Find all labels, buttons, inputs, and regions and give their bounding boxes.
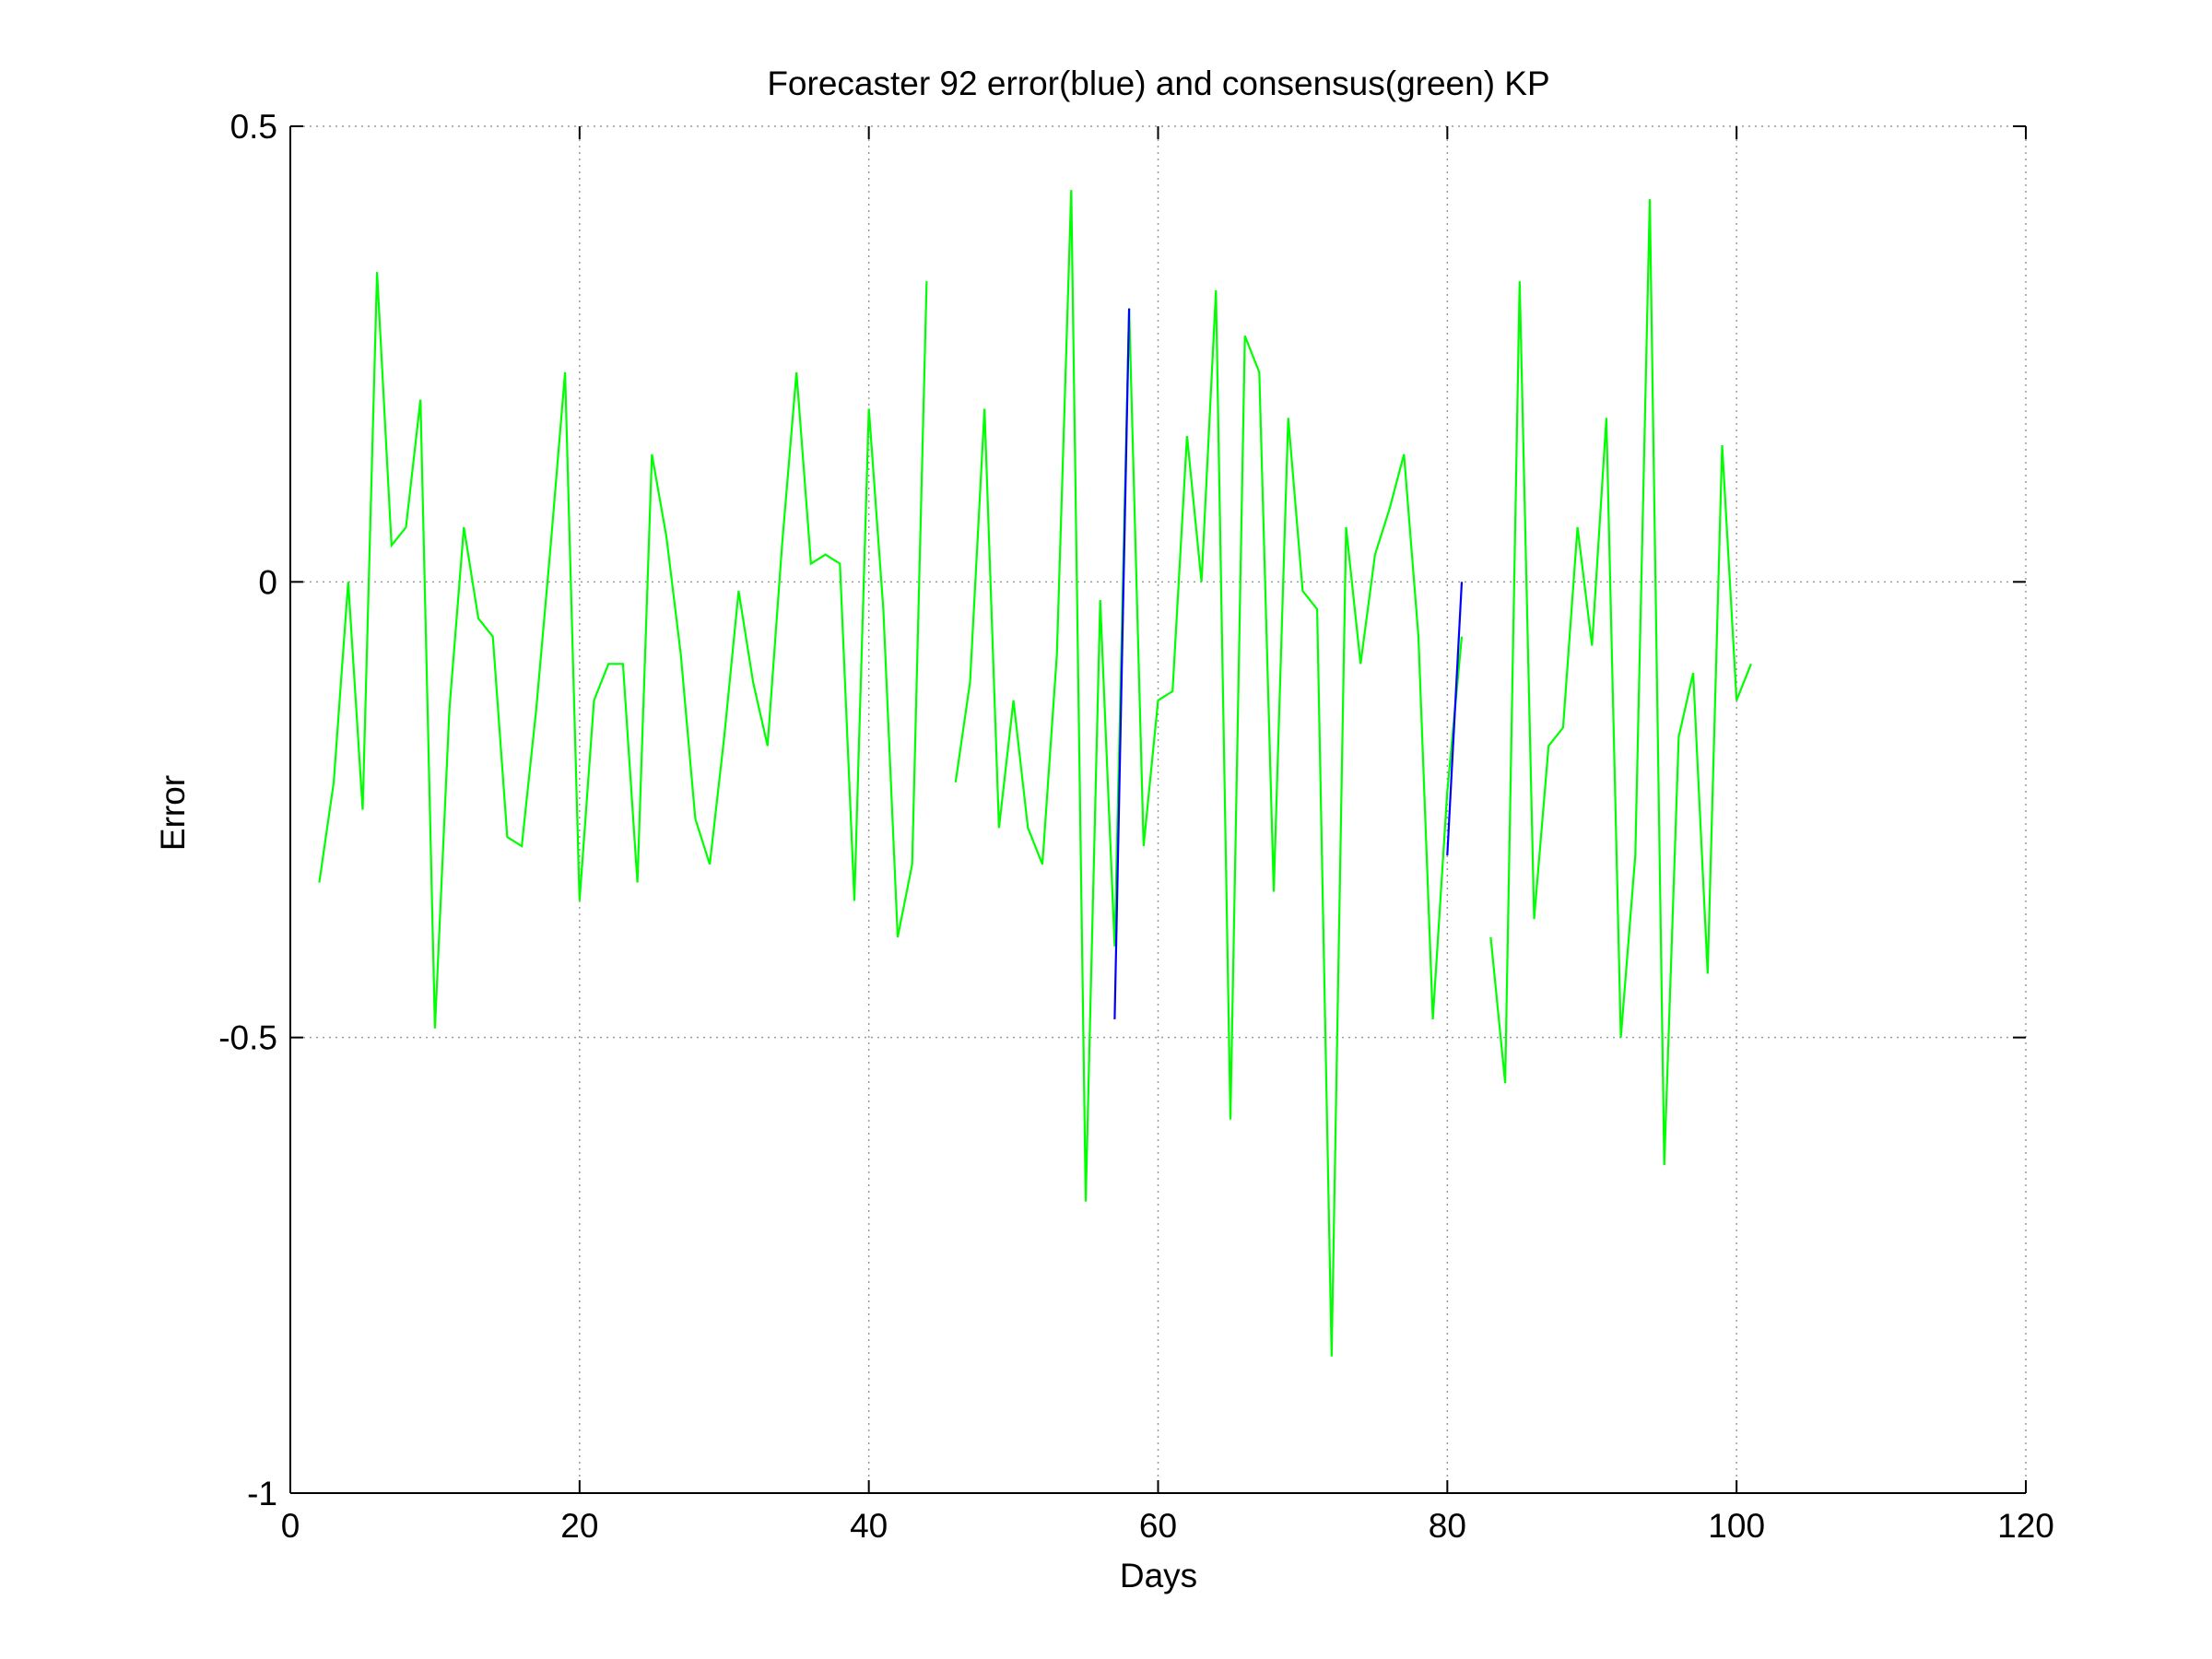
x-tick-label: 40	[850, 1507, 888, 1545]
axes	[289, 125, 2027, 1494]
y-tick-label: -1	[247, 1475, 277, 1512]
y-tick-label: -0.5	[218, 1019, 277, 1057]
data-series	[318, 190, 1752, 1357]
chart-title: Forecaster 92 error(blue) and consensus(…	[767, 65, 1549, 102]
y-tick-label: 0.5	[230, 108, 277, 146]
series-line	[1489, 199, 1752, 1166]
x-tick-label: 60	[1139, 1507, 1177, 1545]
x-tick-label: 20	[560, 1507, 598, 1545]
y-axis-label: Error	[154, 775, 192, 851]
series-line	[1446, 582, 1464, 855]
series-1	[1113, 308, 1464, 1019]
x-tick-label: 80	[1429, 1507, 1466, 1545]
x-tick-label: 0	[281, 1507, 300, 1545]
series-line	[318, 272, 928, 1029]
x-axis-label: Days	[1120, 1557, 1197, 1594]
series-line	[1113, 308, 1131, 1019]
series-line	[954, 190, 1464, 1357]
x-tick-label: 100	[1708, 1507, 1765, 1545]
x-tick-label: 120	[1997, 1507, 2054, 1545]
tick-labels: 0 20 40 60 80 100 120 -1 -0.5 0 0.5	[218, 108, 2054, 1545]
y-tick-label: 0	[258, 563, 277, 601]
series-0	[318, 190, 1752, 1357]
